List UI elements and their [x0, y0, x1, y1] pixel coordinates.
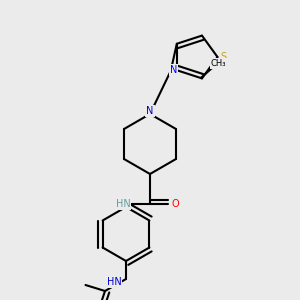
- Text: N: N: [146, 106, 154, 116]
- Text: HN: HN: [116, 199, 130, 209]
- Text: N: N: [170, 65, 178, 75]
- Text: O: O: [172, 199, 179, 209]
- Text: CH₃: CH₃: [211, 59, 226, 68]
- Text: HN: HN: [106, 277, 122, 287]
- Text: S: S: [220, 52, 226, 62]
